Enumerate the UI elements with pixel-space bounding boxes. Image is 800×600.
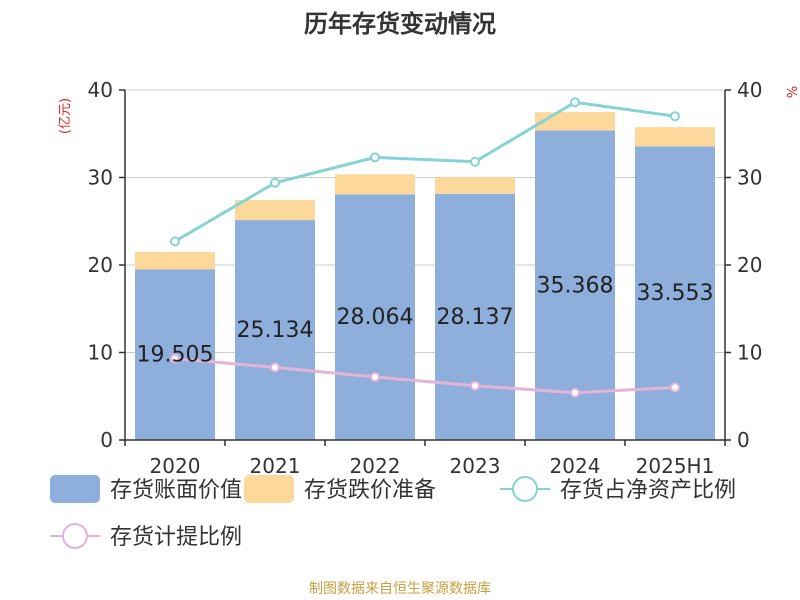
- bar-存货跌价准备: [535, 112, 615, 131]
- x-tick-label: 2023: [450, 454, 501, 478]
- source-note: 制图数据来自恒生聚源数据库: [309, 581, 491, 597]
- legend-swatch: [50, 475, 100, 503]
- y-left-tick-label: 40: [88, 78, 113, 102]
- point-存货计提比例: [570, 387, 580, 398]
- gridlines: [125, 89, 725, 353]
- data-labels: 19.505 25.134 28.064 28.137 35.368 33.553: [137, 273, 714, 367]
- point-存货占净资产比例: [270, 177, 280, 188]
- bar-data-label: 19.505: [137, 343, 214, 368]
- legend-marker: [512, 476, 538, 502]
- bar-data-label: 28.064: [337, 305, 414, 330]
- y-left-axis-label: (亿元): [58, 98, 73, 134]
- y-right-tick-label: 40: [737, 78, 762, 102]
- line-存货占净资产比例: [174, 100, 676, 243]
- x-tick-label: 2021: [250, 454, 301, 478]
- x-tick-label: 2025H1: [636, 454, 715, 478]
- bar-存货跌价准备: [635, 127, 715, 147]
- point-存货占净资产比例: [170, 236, 180, 247]
- bar-data-label: 33.553: [637, 281, 714, 306]
- y-right-tick-label: 20: [737, 253, 762, 277]
- y-left-tick-label: 30: [88, 166, 113, 190]
- x-tick-label: 2020: [150, 454, 201, 478]
- point-存货计提比例: [270, 362, 280, 373]
- bar-存货跌价准备: [135, 251, 215, 270]
- lines: [170, 97, 680, 398]
- bar-存货跌价准备: [435, 177, 515, 194]
- x-tick-label: 2022: [350, 454, 401, 478]
- x-tick-label: 2024: [550, 454, 601, 478]
- bar-data-label: 25.134: [237, 318, 314, 343]
- bar-存货账面价值: [435, 193, 515, 440]
- y-right-tick-label: 30: [737, 166, 762, 190]
- point-存货占净资产比例: [370, 152, 380, 163]
- legend-label: 存货计提比例: [110, 525, 242, 550]
- axes: 0 10 20 30 40 0 10 20 30 40 2020 2021 2022 2023 2024 20…: [88, 78, 763, 478]
- chart-title: 历年存货变动情况: [304, 10, 496, 38]
- legend-marker: [62, 523, 88, 549]
- y-left-tick-label: 0: [100, 428, 113, 452]
- point-存货计提比例: [670, 382, 680, 393]
- y-left-tick-label: 10: [88, 341, 113, 365]
- point-存货计提比例: [470, 380, 480, 391]
- bar-data-label: 28.137: [437, 305, 514, 330]
- point-存货占净资产比例: [470, 156, 480, 167]
- bar-存货跌价准备: [235, 199, 315, 221]
- legend-label: 存货跌价准备: [304, 478, 436, 503]
- legend-swatch: [244, 475, 294, 503]
- point-存货占净资产比例: [570, 97, 580, 108]
- bar-存货账面价值: [235, 220, 315, 440]
- point-存货计提比例: [370, 372, 380, 382]
- y-left-tick-label: 20: [88, 253, 113, 277]
- point-存货占净资产比例: [670, 111, 680, 122]
- y-right-tick-label: 0: [737, 428, 750, 452]
- bar-存货账面价值: [335, 194, 415, 440]
- y-right-tick-label: 10: [737, 341, 762, 365]
- legend-label: 存货账面价值: [110, 478, 242, 503]
- legend-label: 存货占净资产比例: [560, 478, 736, 503]
- bar-data-label: 35.368: [537, 273, 614, 298]
- line-存货计提比例: [174, 357, 676, 395]
- y-right-axis-label: %: [786, 86, 800, 98]
- bar-存货跌价准备: [335, 174, 415, 195]
- point-存货计提比例: [170, 353, 180, 364]
